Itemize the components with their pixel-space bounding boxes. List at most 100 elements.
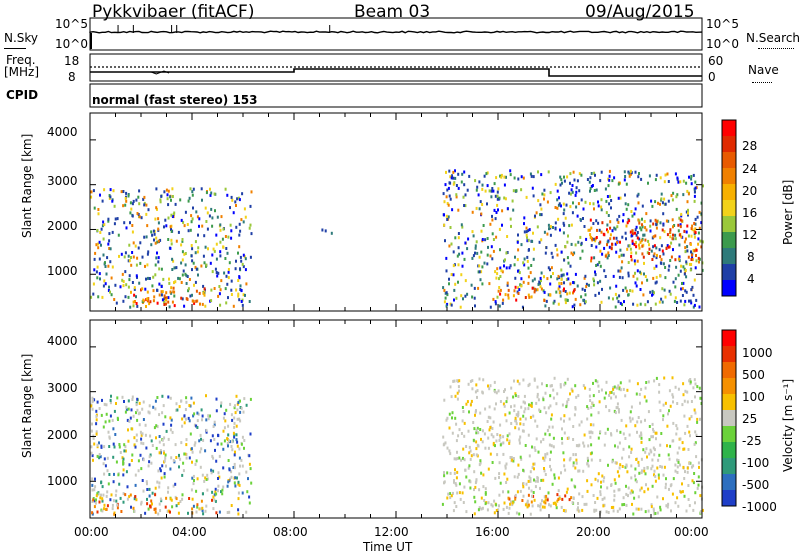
echo-cell	[132, 199, 135, 203]
echo-cell	[487, 436, 490, 440]
echo-cell	[603, 476, 606, 480]
echo-cell	[645, 483, 647, 487]
echo-cell	[640, 436, 643, 440]
echo-cell	[92, 498, 95, 502]
echo-cell	[566, 487, 569, 491]
echo-cell	[512, 459, 515, 463]
echo-cell	[554, 182, 557, 186]
echo-cell	[556, 499, 559, 503]
echo-cell	[583, 444, 586, 448]
echo-cell	[238, 456, 241, 460]
echo-cell	[203, 287, 206, 291]
echo-cell	[195, 299, 198, 303]
echo-cell	[567, 234, 569, 238]
echo-cell	[635, 233, 638, 237]
echo-cell	[690, 234, 693, 238]
echo-cell	[531, 494, 533, 498]
echo-cell	[235, 204, 237, 207]
echo-cell	[167, 490, 169, 494]
echo-cell	[114, 283, 117, 287]
echo-cell	[682, 447, 685, 451]
echo-cell	[580, 295, 583, 299]
echo-cell	[477, 270, 480, 274]
echo-cell	[543, 299, 546, 302]
echo-cell	[178, 453, 180, 457]
echo-cell	[509, 502, 511, 506]
echo-cell	[524, 417, 527, 421]
echo-cell	[480, 250, 483, 254]
echo-cell	[481, 238, 484, 241]
echo-cell	[201, 224, 204, 228]
echo-cell	[621, 260, 624, 264]
echo-cell	[142, 197, 145, 201]
echo-cell	[616, 296, 619, 300]
echo-cell	[595, 219, 598, 223]
echo-cell	[227, 480, 230, 484]
echo-cell	[532, 462, 535, 466]
echo-cell	[93, 488, 96, 492]
echo-cell	[226, 484, 229, 488]
echo-cell	[475, 188, 478, 192]
echo-cell	[564, 468, 567, 472]
echo-cell	[478, 488, 481, 492]
echo-cell	[514, 392, 517, 396]
echo-cell	[146, 224, 149, 228]
echo-cell	[205, 504, 208, 508]
echo-cell	[181, 297, 184, 301]
echo-cell	[616, 470, 619, 474]
echo-cell	[580, 198, 583, 202]
echo-cell	[160, 293, 163, 297]
echo-cell	[112, 480, 115, 484]
echo-cell	[509, 217, 512, 221]
echo-cell	[125, 408, 128, 412]
colorbar-step	[722, 426, 736, 443]
echo-cell	[623, 170, 626, 174]
echo-cell	[219, 288, 222, 292]
velocity-cb-tick: -500	[742, 478, 770, 492]
echo-cell	[455, 296, 458, 300]
echo-cell	[514, 255, 516, 259]
echo-cell	[167, 203, 170, 207]
echo-cell	[481, 440, 484, 444]
echo-cell	[207, 247, 209, 251]
echo-cell	[550, 251, 553, 255]
echo-cell	[191, 217, 194, 221]
echo-cell	[187, 511, 189, 515]
echo-cell	[98, 240, 101, 244]
echo-cell	[620, 266, 623, 270]
echo-cell	[621, 456, 624, 460]
echo-cell	[659, 176, 662, 180]
echo-cell	[153, 238, 155, 242]
echo-cell	[452, 176, 455, 180]
nave-legend-line	[752, 82, 772, 83]
echo-cell	[667, 412, 669, 416]
echo-cell	[568, 498, 571, 502]
echo-cell	[668, 487, 670, 491]
echo-cell	[167, 395, 170, 399]
echo-cell	[170, 238, 173, 242]
echo-cell	[209, 187, 211, 191]
echo-cell	[220, 442, 223, 446]
echo-cell	[231, 440, 234, 444]
echo-cell	[98, 441, 100, 445]
echo-cell	[603, 246, 606, 250]
echo-cell	[95, 498, 97, 502]
echo-cell	[518, 288, 521, 292]
echo-cell	[607, 254, 610, 257]
echo-cell	[159, 238, 162, 242]
echo-cell	[183, 414, 186, 418]
echo-cell	[140, 500, 143, 504]
echo-cell	[575, 444, 578, 448]
echo-cell	[498, 277, 500, 281]
echo-cell	[446, 188, 449, 192]
echo-cell	[249, 432, 252, 436]
echo-cell	[692, 173, 695, 177]
echo-cell	[239, 399, 241, 403]
echo-cell	[540, 207, 543, 211]
echo-cell	[584, 386, 587, 390]
freq-lines	[90, 66, 702, 77]
echo-cell	[695, 254, 697, 257]
echo-cell	[524, 296, 527, 299]
echo-cell	[149, 434, 152, 438]
echo-cell	[644, 450, 647, 454]
